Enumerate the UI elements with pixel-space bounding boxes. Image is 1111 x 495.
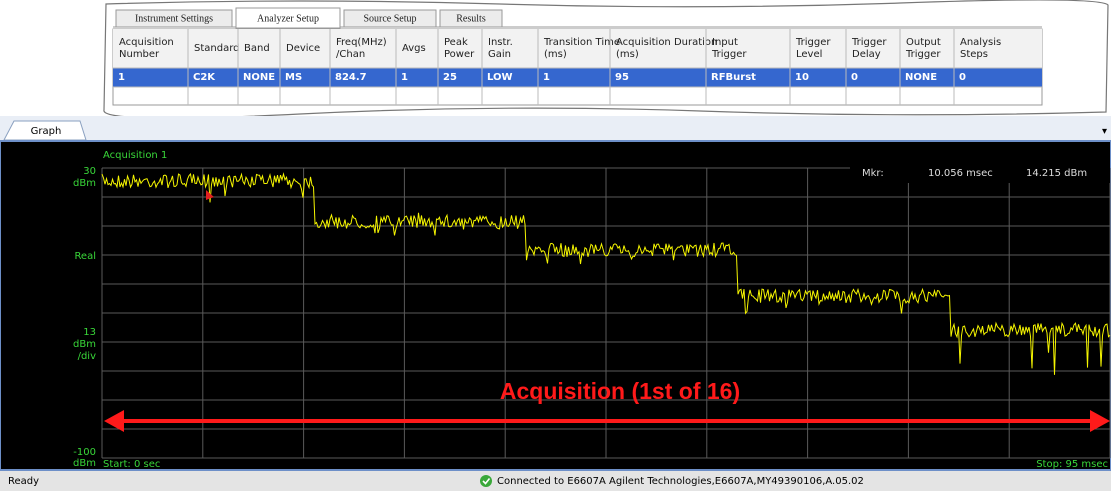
y-scale-per: /div bbox=[78, 351, 96, 362]
column-header: Peak Power bbox=[444, 37, 475, 60]
y-bottom: -100 bbox=[73, 447, 96, 458]
cell[interactable]: 95 bbox=[615, 72, 629, 83]
stop-label: Stop: 95 msec bbox=[1036, 459, 1108, 470]
column-header: Transition Time (ms) bbox=[543, 37, 620, 60]
tab[interactable] bbox=[439, 9, 503, 28]
marker-time: 10.056 msec bbox=[928, 168, 993, 179]
column-header: Acquisition Duration (ms) bbox=[616, 37, 717, 60]
cell[interactable]: 25 bbox=[443, 72, 457, 83]
trace-label: Acquisition 1 bbox=[103, 150, 167, 161]
column-header: Avgs bbox=[402, 43, 426, 54]
y-scale: 13 bbox=[83, 327, 96, 338]
marker-label: Mkr: bbox=[862, 168, 884, 179]
status-left: Ready bbox=[8, 476, 39, 487]
tab-label[interactable]: Analyzer Setup bbox=[257, 13, 319, 24]
cell[interactable]: 0 bbox=[851, 72, 858, 83]
column-header: Acquisition Number bbox=[119, 37, 174, 60]
tab[interactable] bbox=[343, 9, 437, 28]
y-mode: Real bbox=[74, 251, 96, 262]
connected-icon bbox=[480, 475, 492, 487]
column-header: Band bbox=[244, 43, 270, 54]
cell[interactable]: 1 bbox=[401, 72, 408, 83]
cell[interactable]: 1 bbox=[543, 72, 550, 83]
cell[interactable]: NONE bbox=[905, 72, 937, 83]
cell[interactable]: 0 bbox=[959, 72, 966, 83]
arrow-head-left bbox=[104, 410, 124, 432]
tab-label[interactable]: Results bbox=[456, 13, 486, 24]
column-header: Output Trigger bbox=[905, 37, 941, 60]
cell[interactable]: NONE bbox=[243, 72, 275, 83]
cell[interactable]: 824.7 bbox=[335, 72, 367, 83]
cell[interactable]: RFBurst bbox=[711, 72, 756, 83]
start-label: Start: 0 sec bbox=[103, 459, 160, 470]
y-bottom-unit: dBm bbox=[73, 458, 96, 469]
column-header: Freq(MHz)/Chan bbox=[336, 37, 387, 60]
column-header: Trigger Delay bbox=[851, 37, 887, 60]
column-header: Standard bbox=[194, 43, 240, 54]
trace bbox=[101, 172, 1111, 375]
panel-pin[interactable]: ▾ × bbox=[1102, 126, 1111, 137]
status-connection: Connected to E6607A Agilent Technologies… bbox=[497, 476, 864, 487]
graph-area bbox=[0, 140, 1111, 471]
column-header: Trigger Level bbox=[795, 37, 831, 60]
status-bar bbox=[0, 471, 1111, 491]
cell[interactable]: MS bbox=[285, 72, 302, 83]
column-header: Instr. Gain bbox=[488, 37, 513, 60]
check bbox=[482, 478, 491, 485]
column-header: Device bbox=[286, 43, 320, 54]
tab-label[interactable]: Source Setup bbox=[363, 13, 416, 24]
column-header: Analysis Steps bbox=[960, 37, 1001, 60]
y-top-unit: dBm bbox=[73, 178, 96, 189]
graph-tab-label[interactable]: Graph bbox=[31, 126, 62, 137]
selected-row bbox=[113, 68, 1042, 87]
header-bg bbox=[113, 29, 1042, 68]
tab[interactable] bbox=[235, 7, 341, 29]
arrow-head-right bbox=[1090, 410, 1110, 432]
marker-box bbox=[850, 163, 1110, 183]
column-header: Input Trigger bbox=[711, 37, 747, 60]
y-top: 30 bbox=[83, 166, 96, 177]
cell[interactable]: 10 bbox=[795, 72, 809, 83]
cell[interactable]: C2K bbox=[193, 72, 216, 83]
y-scale-unit: dBm bbox=[73, 339, 96, 350]
annotation: Acquisition (1st of 16) bbox=[500, 378, 740, 404]
tab-label[interactable]: Instrument Settings bbox=[135, 13, 213, 24]
marker-symbol bbox=[206, 190, 214, 200]
cell[interactable]: LOW bbox=[487, 72, 513, 83]
tab[interactable] bbox=[115, 9, 233, 28]
cell[interactable]: 1 bbox=[118, 72, 125, 83]
marker-level: 14.215 dBm bbox=[1026, 168, 1087, 179]
